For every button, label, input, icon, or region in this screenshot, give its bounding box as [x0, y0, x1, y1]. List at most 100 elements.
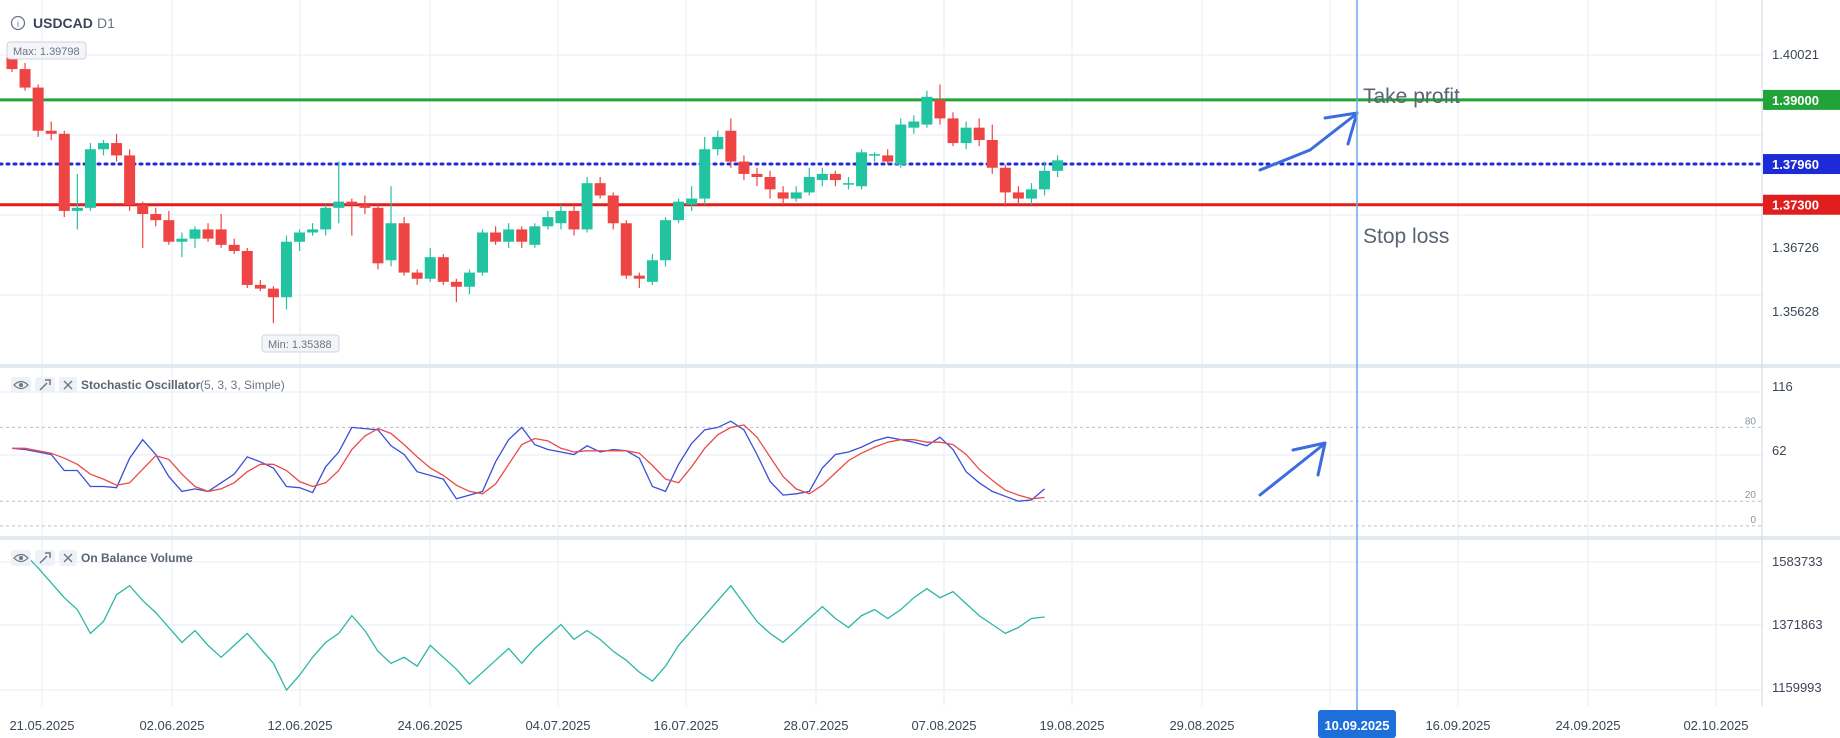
- candle-body: [333, 201, 345, 208]
- obv-tick-label: 1583733: [1772, 554, 1823, 569]
- wrench-icon: [39, 552, 51, 564]
- date-tick-label: 24.09.2025: [1555, 718, 1620, 733]
- candle-body: [372, 207, 384, 264]
- candle-body: [947, 118, 959, 144]
- stoch-tick-label: 116: [1772, 379, 1793, 394]
- highlighted-date-badge: [1318, 710, 1396, 738]
- eye-icon: [13, 553, 29, 563]
- candle-body: [490, 232, 502, 242]
- candle-body: [1025, 189, 1037, 199]
- arrow-stoch: [1258, 443, 1325, 497]
- eye-icon-pupil: [19, 556, 23, 560]
- close-icon: [63, 553, 73, 563]
- candle-body: [725, 130, 737, 162]
- highlighted-date-label: 10.09.2025: [1324, 718, 1389, 733]
- take-profit-label: Take profit: [1363, 85, 1460, 108]
- candle-body: [385, 223, 397, 261]
- candle-body: [45, 130, 57, 134]
- obv-header: On Balance Volume: [11, 550, 193, 566]
- obv-line: [11, 552, 1045, 692]
- level-price-badge: [1763, 89, 1840, 110]
- candle-body: [84, 149, 96, 208]
- candle-body: [646, 260, 658, 282]
- stoch-level-label: 20: [1745, 490, 1757, 501]
- candle-body: [529, 226, 541, 245]
- pane-separator-bottom[interactable]: [0, 536, 1840, 540]
- stochastic-header: Stochastic Oscillator (5, 3, 3, Simple): [11, 377, 285, 393]
- timeframe: D1: [97, 15, 115, 31]
- candle-body: [712, 136, 724, 150]
- date-tick-label: 21.05.2025: [9, 718, 74, 733]
- stoch-title: Stochastic Oscillator: [81, 378, 201, 392]
- date-tick-label: 07.08.2025: [911, 718, 976, 733]
- pane-separator-top[interactable]: [0, 364, 1840, 368]
- candle-body: [202, 229, 214, 239]
- chart-header: i USDCAD D1 Max: 1.39798 Min: 1.35388: [6, 15, 340, 353]
- wrench-icon: [39, 379, 51, 391]
- candle-body: [633, 275, 645, 279]
- candle-body: [829, 173, 841, 181]
- candle-body: [803, 176, 815, 193]
- info-icon[interactable]: [10, 15, 26, 31]
- candle-body: [320, 207, 332, 230]
- candle-body: [973, 127, 985, 140]
- min-badge: [261, 334, 340, 353]
- candle-body: [463, 272, 475, 287]
- candle-body: [280, 241, 292, 298]
- candle-body: [738, 161, 750, 174]
- stoch-tick-label: 62: [1772, 443, 1786, 458]
- stochastic-series: 80 20 0: [0, 416, 1762, 527]
- candle-body: [751, 173, 763, 177]
- candle-body: [777, 192, 789, 199]
- candle-body: [555, 210, 567, 224]
- grid: [0, 0, 1762, 706]
- min-label: Min: 1.35388: [268, 339, 332, 351]
- candle-body: [568, 210, 580, 230]
- candle-body: [673, 201, 685, 221]
- candle-body: [97, 143, 109, 150]
- date-tick-label: 12.06.2025: [267, 718, 332, 733]
- date-tick-label: 02.10.2025: [1683, 718, 1748, 733]
- arrow-stoch-head: [1291, 441, 1327, 477]
- candle-body: [150, 213, 162, 221]
- stoch-line-d: [12, 424, 1045, 500]
- date-tick-label: 16.09.2025: [1425, 718, 1490, 733]
- candle-body: [764, 176, 776, 190]
- candle-body: [1012, 192, 1024, 199]
- stoch-params: (5, 3, 3, Simple): [200, 378, 285, 392]
- candle-body: [699, 149, 711, 199]
- candle-body: [6, 50, 18, 70]
- candle-body: [660, 220, 671, 261]
- candle-body: [124, 155, 136, 205]
- candle-body: [842, 183, 854, 185]
- candle-body: [19, 69, 31, 88]
- date-tick-label: 29.08.2025: [1169, 718, 1234, 733]
- date-tick-label: 19.08.2025: [1039, 718, 1104, 733]
- candle-body: [359, 204, 371, 208]
- candle-body: [934, 99, 946, 119]
- level-price-label: 1.39000: [1772, 93, 1819, 108]
- date-tick-label: 04.07.2025: [525, 718, 590, 733]
- candlestick-series: [6, 47, 1064, 324]
- candle-body: [477, 232, 489, 273]
- candle-body: [503, 229, 515, 242]
- candle-body: [254, 284, 266, 289]
- level-price-badge: [1763, 154, 1840, 175]
- candle-body: [960, 127, 972, 144]
- price-levels: 1.39000 1.37960 1.37300: [0, 89, 1840, 215]
- candle-body: [450, 281, 462, 287]
- candle-body: [921, 96, 933, 125]
- symbol-name: USDCAD: [33, 15, 93, 31]
- obv-tick-label: 1159993: [1772, 680, 1822, 695]
- candle-body: [307, 229, 319, 233]
- stop-loss-label: Stop loss: [1363, 225, 1449, 248]
- candle-body: [228, 244, 240, 251]
- candle-body: [294, 232, 306, 242]
- obv-tick-label: 1371863: [1772, 617, 1823, 632]
- candle-body: [869, 154, 881, 156]
- candle-body: [424, 257, 436, 279]
- stoch-line-k: [11, 420, 1045, 502]
- candle-body: [516, 229, 528, 242]
- candle-body: [176, 238, 188, 242]
